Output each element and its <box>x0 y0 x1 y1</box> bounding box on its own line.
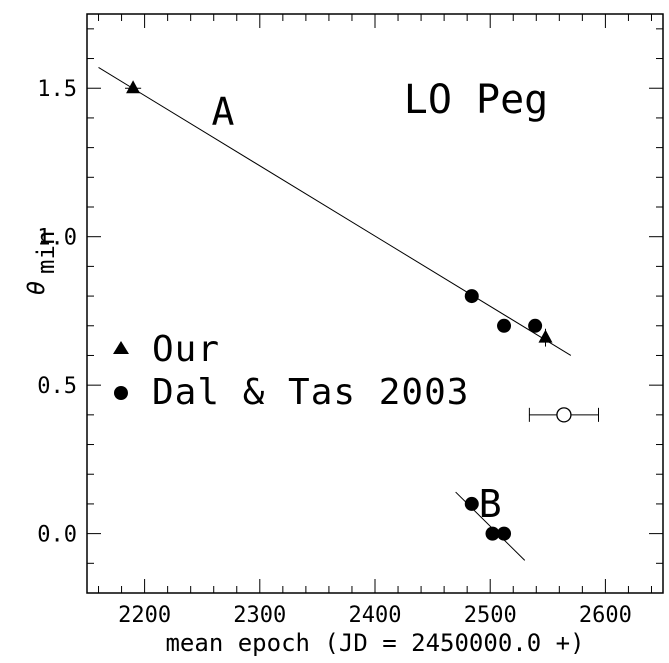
y-tick-label: 1.0 <box>37 226 77 251</box>
plot-frame <box>86 13 664 594</box>
data-point-circle <box>497 318 512 333</box>
data-point-circle <box>464 496 479 511</box>
data-point-circle <box>464 289 479 304</box>
x-tick-label: 2300 <box>233 603 286 628</box>
y-axis-label: θ min <box>22 231 60 296</box>
annotation-a: A <box>211 90 234 134</box>
data-points <box>125 80 599 541</box>
tick-labels: 2200 2300 2400 2500 2600 0.0 0.5 1.0 1.5 <box>37 77 632 628</box>
data-point-triangle <box>538 329 553 343</box>
y-tick-label: 0.0 <box>37 523 77 548</box>
y-tick-label: 1.5 <box>37 77 77 102</box>
y-tick-label: 0.5 <box>37 374 77 399</box>
chart-title: LO Peg <box>404 77 549 123</box>
y-axis-subscript: min <box>32 231 60 274</box>
data-point-circle <box>497 526 512 541</box>
x-axis-label: mean epoch (JD = 2450000.0 +) <box>165 629 584 657</box>
legend: Our Dal & Tas 2003 <box>113 329 469 413</box>
data-point-triangle <box>126 80 141 94</box>
x-tick-label: 2200 <box>118 603 171 628</box>
data-point-circle <box>528 318 543 333</box>
legend-label-dal-tas: Dal & Tas 2003 <box>152 372 469 413</box>
legend-label-our: Our <box>152 329 220 370</box>
data-point-open-circle <box>556 407 572 423</box>
annotation-b: B <box>479 482 502 526</box>
legend-triangle-icon <box>113 341 129 354</box>
x-tick-label: 2600 <box>579 603 632 628</box>
data-point-circle <box>485 526 500 541</box>
legend-circle-icon <box>114 386 128 400</box>
x-tick-label: 2500 <box>464 603 517 628</box>
axis-ticks <box>87 14 663 593</box>
fit-line-a <box>98 67 572 356</box>
x-tick-label: 2400 <box>349 603 402 628</box>
y-axis-symbol: θ <box>22 281 50 295</box>
